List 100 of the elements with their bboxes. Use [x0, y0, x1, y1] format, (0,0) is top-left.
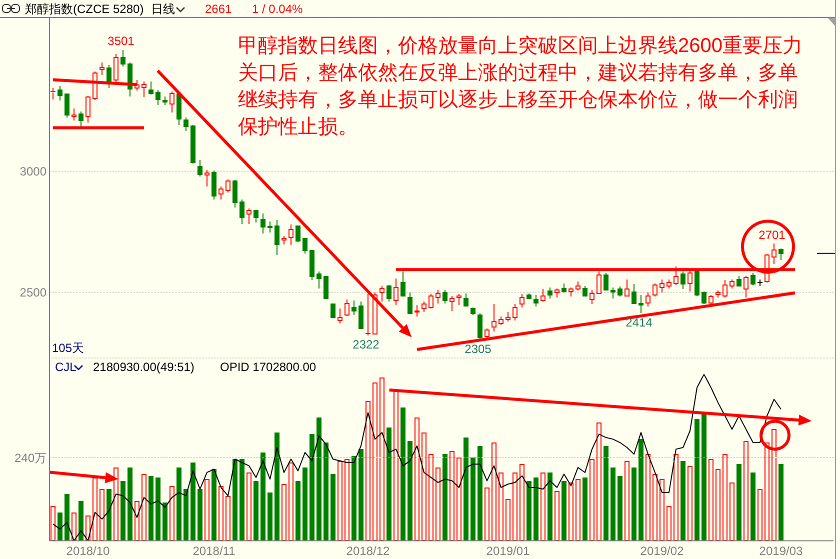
bar: [100, 489, 104, 541]
bar: [624, 460, 630, 541]
bar: [212, 469, 216, 541]
x-tick-label: 2019/01: [486, 544, 530, 558]
bar: [296, 480, 300, 541]
bar: [240, 459, 244, 541]
bar: [758, 489, 762, 541]
bar: [282, 484, 286, 541]
text: 1 / 0.04%: [252, 2, 303, 16]
bar: [610, 467, 616, 541]
bar: [436, 467, 440, 541]
bar: [134, 500, 140, 541]
bar: [120, 480, 126, 541]
bar: [226, 496, 230, 541]
bar: [576, 479, 580, 541]
candlestick: [100, 62, 104, 76]
bar: [512, 472, 518, 541]
bar: [352, 456, 356, 541]
bar: [148, 476, 154, 541]
bar: [478, 446, 482, 541]
annotation: 2322: [352, 338, 380, 352]
candlestick: [772, 243, 776, 265]
bar: [736, 464, 742, 541]
text: OPID 1702800.00: [220, 360, 316, 374]
bar: [604, 446, 608, 541]
candlestick: [338, 308, 342, 324]
bar: [526, 480, 532, 541]
bar: [190, 462, 196, 541]
bar: [666, 506, 672, 541]
bar: [680, 460, 686, 541]
bar: [92, 477, 98, 541]
bar: [72, 512, 76, 541]
bar: [288, 462, 294, 541]
bar: [562, 480, 566, 541]
bar: [520, 464, 524, 541]
bar: [498, 472, 504, 541]
bar: [778, 464, 784, 541]
bar: [708, 459, 714, 541]
bar: [128, 467, 132, 541]
bar: [450, 450, 454, 541]
text: CJL: [55, 360, 76, 374]
bar: [744, 440, 748, 541]
bar: [330, 474, 336, 541]
bar: [106, 489, 112, 541]
bar: [442, 454, 448, 541]
bar: [316, 418, 322, 541]
bar: [246, 472, 252, 541]
candlestick: [288, 224, 294, 246]
bar: [400, 408, 406, 541]
bar: [638, 439, 644, 541]
bar: [156, 477, 160, 541]
bar: [694, 419, 700, 541]
bar: [464, 438, 468, 541]
annotation: 甲醇指数日线图，价格放量向上突破区间上边界线2600重要压力关口后，整体依然在反弹上涨的过程中，建议若持有多单，多单继续持有，多单止损可以逐步上移至开仓保本价位，做一个利润保护性止损。: [238, 35, 802, 138]
bar: [260, 452, 266, 541]
bar: [204, 479, 210, 541]
candlestick: [492, 304, 496, 332]
bar: [162, 502, 168, 541]
y-tick-label: 3000: [20, 164, 47, 179]
bar: [344, 459, 350, 541]
bar: [540, 472, 546, 541]
y-tick-label: 2500: [20, 286, 47, 300]
bar: [534, 477, 538, 541]
bar: [660, 479, 664, 541]
x-tick-label: 2019/03: [759, 544, 804, 558]
bar: [310, 434, 314, 541]
bar: [484, 487, 490, 541]
bar: [78, 500, 84, 541]
bar: [688, 466, 692, 541]
candlestick: [260, 212, 266, 234]
bar: [414, 418, 420, 541]
candlestick: [274, 219, 280, 256]
bar: [596, 422, 602, 541]
bar: [646, 454, 650, 541]
bar: [366, 400, 370, 541]
bar: [428, 454, 434, 541]
bar: [422, 432, 426, 541]
text: 2661: [205, 2, 232, 16]
annotation: 2414: [626, 315, 653, 330]
bar: [632, 467, 636, 541]
candlestick: [394, 278, 398, 306]
bar: [338, 460, 342, 541]
bar: [568, 482, 574, 541]
bar: [470, 458, 476, 541]
bar: [408, 440, 412, 541]
bar: [716, 469, 720, 541]
bar: [590, 459, 594, 541]
bar: [64, 494, 70, 541]
bar: [176, 467, 182, 541]
annotation: 2305: [464, 342, 492, 356]
candlestick: [638, 294, 644, 314]
bar: [772, 429, 776, 541]
x-tick-label: 2018/11: [192, 544, 236, 558]
x-tick-label: 2018/12: [346, 544, 390, 558]
x-tick-label: 2018/10: [66, 544, 110, 558]
annotation: 3501: [108, 34, 135, 48]
text: 2180930.00(49:51): [93, 360, 194, 374]
bar: [582, 477, 588, 541]
bar: [142, 474, 146, 541]
bar: [268, 492, 272, 541]
